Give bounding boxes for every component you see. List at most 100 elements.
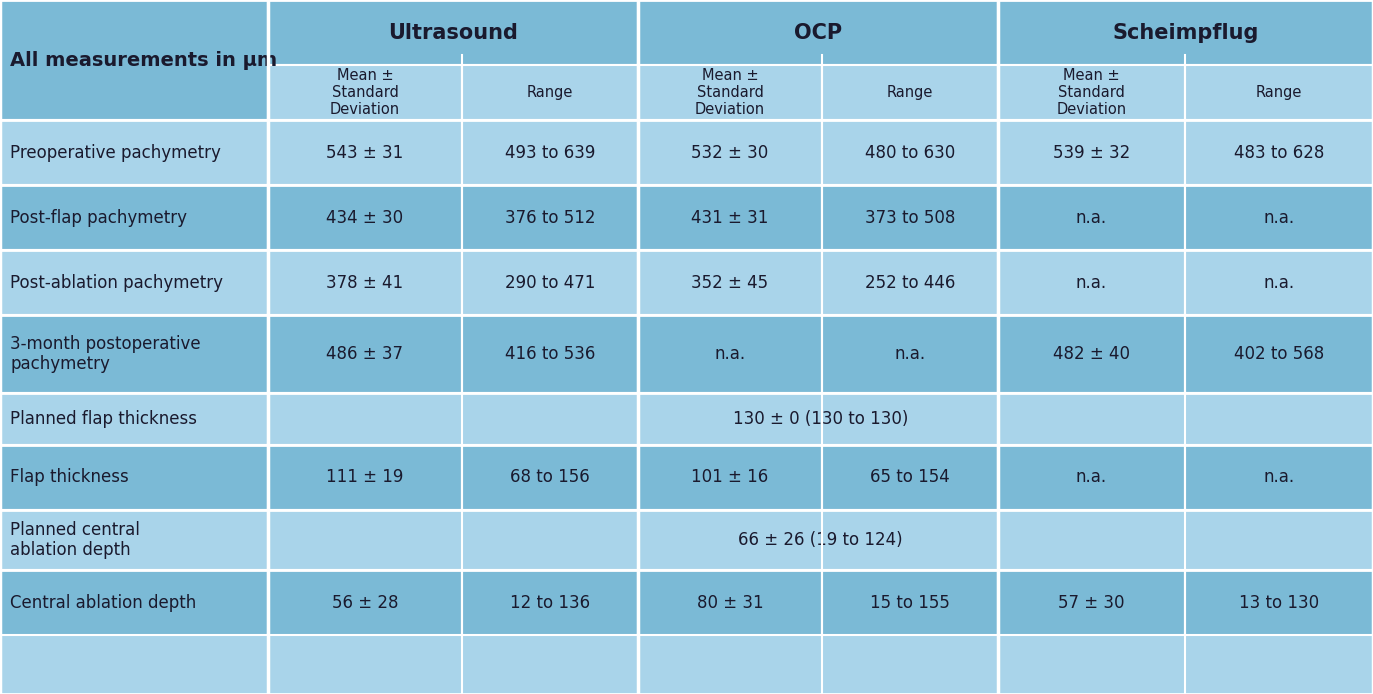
Bar xyxy=(998,185,1185,250)
Text: n.a.: n.a. xyxy=(1076,468,1107,486)
Bar xyxy=(268,510,1373,570)
Text: 252 to 446: 252 to 446 xyxy=(865,273,956,291)
Text: 352 ± 45: 352 ± 45 xyxy=(692,273,769,291)
Text: 493 to 639: 493 to 639 xyxy=(505,144,595,162)
Text: n.a.: n.a. xyxy=(1263,468,1295,486)
Text: n.a.: n.a. xyxy=(1076,208,1107,226)
Bar xyxy=(0,250,268,315)
Text: Flap thickness: Flap thickness xyxy=(10,468,129,486)
Bar xyxy=(0,315,268,393)
Bar xyxy=(822,570,998,635)
Bar xyxy=(638,185,822,250)
Text: Preoperative pachymetry: Preoperative pachymetry xyxy=(10,144,221,162)
Text: 111 ± 19: 111 ± 19 xyxy=(327,468,404,486)
Bar xyxy=(638,0,998,65)
Text: Range: Range xyxy=(527,85,573,100)
Text: 290 to 471: 290 to 471 xyxy=(505,273,595,291)
Bar xyxy=(1185,250,1373,315)
Bar xyxy=(1185,570,1373,635)
Text: n.a.: n.a. xyxy=(1263,273,1295,291)
Text: 376 to 512: 376 to 512 xyxy=(505,208,596,226)
Text: 130 ± 0 (130 to 130): 130 ± 0 (130 to 130) xyxy=(733,410,908,428)
Text: 402 to 568: 402 to 568 xyxy=(1234,345,1324,363)
Text: 80 ± 31: 80 ± 31 xyxy=(696,593,763,611)
Bar xyxy=(998,315,1185,393)
Bar xyxy=(461,570,638,635)
Text: Mean ±
Standard
Deviation: Mean ± Standard Deviation xyxy=(330,67,400,117)
Bar xyxy=(638,250,822,315)
Bar xyxy=(461,445,638,510)
Text: n.a.: n.a. xyxy=(1263,208,1295,226)
Text: 431 ± 31: 431 ± 31 xyxy=(692,208,769,226)
Text: 373 to 508: 373 to 508 xyxy=(865,208,956,226)
Bar xyxy=(268,315,461,393)
Text: n.a.: n.a. xyxy=(1076,273,1107,291)
Text: Post-flap pachymetry: Post-flap pachymetry xyxy=(10,208,187,226)
Bar xyxy=(998,0,1373,65)
Bar xyxy=(268,570,461,635)
Bar xyxy=(268,65,461,120)
Bar xyxy=(998,570,1185,635)
Text: Scheimpflug: Scheimpflug xyxy=(1112,22,1259,42)
Text: 480 to 630: 480 to 630 xyxy=(865,144,956,162)
Bar xyxy=(268,445,461,510)
Text: Ultrasound: Ultrasound xyxy=(389,22,518,42)
Bar xyxy=(461,250,638,315)
Text: Planned flap thickness: Planned flap thickness xyxy=(10,410,196,428)
Text: 56 ± 28: 56 ± 28 xyxy=(332,593,398,611)
Bar xyxy=(638,65,822,120)
Text: Post-ablation pachymetry: Post-ablation pachymetry xyxy=(10,273,222,291)
Bar xyxy=(461,315,638,393)
Text: 532 ± 30: 532 ± 30 xyxy=(692,144,769,162)
Bar xyxy=(638,445,822,510)
Bar xyxy=(0,570,268,635)
Text: Range: Range xyxy=(1256,85,1302,100)
Bar xyxy=(822,315,998,393)
Bar xyxy=(638,315,822,393)
Text: 57 ± 30: 57 ± 30 xyxy=(1059,593,1124,611)
Text: 3-month postoperative
pachymetry: 3-month postoperative pachymetry xyxy=(10,335,200,373)
Text: Central ablation depth: Central ablation depth xyxy=(10,593,196,611)
Text: 12 to 136: 12 to 136 xyxy=(509,593,590,611)
Bar xyxy=(1185,185,1373,250)
Bar xyxy=(822,120,998,185)
Text: OCP: OCP xyxy=(794,22,842,42)
Text: n.a.: n.a. xyxy=(894,345,925,363)
Text: Planned central
ablation depth: Planned central ablation depth xyxy=(10,520,140,559)
Bar xyxy=(268,250,461,315)
Bar xyxy=(998,445,1185,510)
Bar xyxy=(638,570,822,635)
Text: Range: Range xyxy=(887,85,934,100)
Text: Mean ±
Standard
Deviation: Mean ± Standard Deviation xyxy=(695,67,765,117)
Text: 482 ± 40: 482 ± 40 xyxy=(1053,345,1130,363)
Bar xyxy=(0,185,268,250)
Bar xyxy=(0,120,268,185)
Bar xyxy=(0,0,268,120)
Text: 378 ± 41: 378 ± 41 xyxy=(327,273,404,291)
Bar xyxy=(0,393,268,445)
Text: All measurements in μm: All measurements in μm xyxy=(10,51,277,69)
Text: 416 to 536: 416 to 536 xyxy=(505,345,595,363)
Bar xyxy=(461,120,638,185)
Bar xyxy=(268,185,461,250)
Bar xyxy=(998,250,1185,315)
Text: 15 to 155: 15 to 155 xyxy=(870,593,950,611)
Bar xyxy=(822,445,998,510)
Text: 434 ± 30: 434 ± 30 xyxy=(327,208,404,226)
Bar xyxy=(1185,120,1373,185)
Text: n.a.: n.a. xyxy=(714,345,746,363)
Bar xyxy=(998,120,1185,185)
Text: 13 to 130: 13 to 130 xyxy=(1238,593,1319,611)
Text: 543 ± 31: 543 ± 31 xyxy=(327,144,404,162)
Bar xyxy=(1185,445,1373,510)
Text: 65 to 154: 65 to 154 xyxy=(870,468,950,486)
Bar xyxy=(461,185,638,250)
Text: 68 to 156: 68 to 156 xyxy=(511,468,590,486)
Bar xyxy=(822,65,998,120)
Bar xyxy=(0,445,268,510)
Text: 66 ± 26 (19 to 124): 66 ± 26 (19 to 124) xyxy=(739,531,903,549)
Bar xyxy=(1185,65,1373,120)
Bar xyxy=(0,510,268,570)
Text: 101 ± 16: 101 ± 16 xyxy=(692,468,769,486)
Bar xyxy=(822,185,998,250)
